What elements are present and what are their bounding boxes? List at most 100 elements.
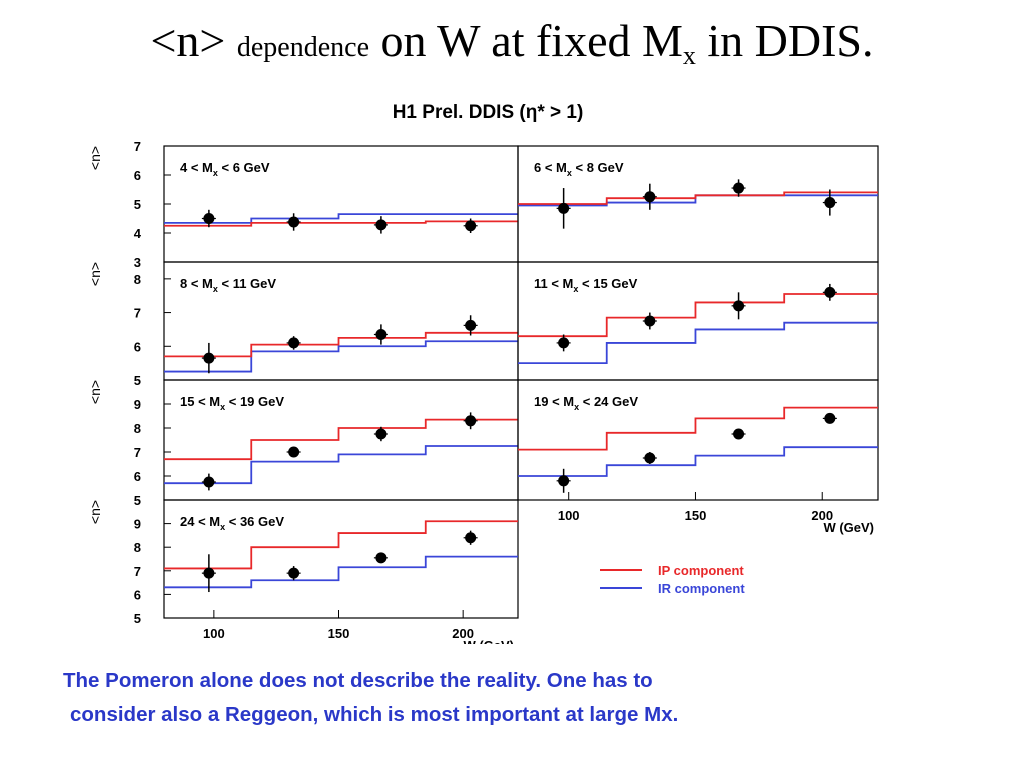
panel-label: 4 < Mx < 6 GeV [180, 160, 270, 178]
ir-component-line [164, 445, 518, 485]
data-point-2 [644, 315, 656, 327]
data-point-2 [288, 567, 300, 579]
data-point-3 [375, 328, 387, 340]
chart-panel-3: 8 < Mx < 11 GeV 5 6 7 8 <n> [87, 261, 519, 388]
chart-title: H1 Prel. DDIS (η* > 1) [393, 102, 584, 123]
panel-label-subscript: x [220, 402, 225, 412]
y-tick-label: 5 [134, 197, 141, 212]
panel-label-text: 24 < M [180, 514, 220, 529]
panel-label-text: < 8 GeV [572, 160, 624, 175]
ir-component-line [518, 446, 878, 477]
panel-label-text: 15 < M [180, 394, 220, 409]
data-point-4 [465, 319, 477, 331]
chart-panel-1: 4 < Mx < 6 GeV 3 4 5 6 7 <n> [87, 139, 519, 270]
y-tick-label: 8 [134, 272, 141, 287]
data-point-4 [465, 532, 477, 544]
caption-line-2: consider also a Reggeon, which is most i… [70, 703, 679, 726]
x-tick-label: 200 [452, 626, 474, 641]
x-tick-label: 100 [558, 508, 580, 523]
y-tick-label: 5 [134, 611, 141, 626]
panel-label-text: < 11 GeV [218, 276, 277, 291]
y-tick-label: 9 [134, 397, 141, 412]
data-point-3 [733, 428, 745, 440]
data-point-1 [558, 475, 570, 487]
y-axis-label: <n> [87, 380, 103, 404]
y-tick-label: 5 [134, 493, 141, 508]
caption-line-1: The Pomeron alone does not describe the … [63, 669, 653, 692]
ip-component-line [164, 220, 518, 227]
x-tick-label: 100 [203, 626, 225, 641]
data-point-2 [644, 191, 656, 203]
ip-component-line [518, 406, 878, 451]
title-part-3: on W at fixed M [380, 15, 683, 66]
y-tick-label: 7 [134, 306, 141, 321]
ip-component-line [164, 418, 518, 461]
y-tick-label: 5 [134, 373, 141, 388]
y-tick-label: 6 [134, 469, 141, 484]
chart-panel-6: 19 < Mx < 24 GeV [517, 379, 879, 501]
panel-label: 15 < Mx < 19 GeV [180, 394, 284, 412]
panel-label-text: 4 < M [180, 160, 213, 175]
y-axis-label: <n> [87, 146, 103, 170]
panel-label: 8 < Mx < 11 GeV [180, 276, 276, 294]
ir-component-line [518, 321, 878, 365]
title-subscript: x [682, 41, 696, 70]
y-tick-label: 7 [134, 445, 141, 460]
data-point-1 [558, 202, 570, 214]
chart-figure: H1 Prel. DDIS (η* > 1) 4 < Mx < 6 GeV 3 4 5 6… [60, 88, 890, 644]
y-tick-label: 7 [134, 564, 141, 579]
panel-label-subscript: x [573, 284, 578, 294]
data-point-4 [465, 415, 477, 427]
data-point-2 [644, 452, 656, 464]
x-tick-label: 200 [811, 508, 833, 523]
y-tick-label: 8 [134, 421, 141, 436]
chart-panel-7: 24 < Mx < 36 GeV 5 6 7 8 9 <n> [87, 499, 519, 626]
data-point-4 [824, 286, 836, 298]
panel-label-text: < 6 GeV [218, 160, 270, 175]
panel-label: 11 < Mx < 15 GeV [534, 276, 638, 294]
ip-component-line [518, 293, 878, 338]
panel-label-text: 6 < M [534, 160, 567, 175]
data-point-3 [733, 182, 745, 194]
x-axis-label: W (GeV) [463, 638, 514, 644]
panel-label-subscript: x [213, 168, 218, 178]
ip-component-line [164, 520, 518, 570]
panel-label-text: < 24 GeV [579, 394, 638, 409]
y-tick-label: 9 [134, 517, 141, 532]
y-tick-label: 8 [134, 540, 141, 555]
data-point-4 [465, 220, 477, 232]
y-tick-label: 4 [134, 226, 142, 241]
panel-label-subscript: x [567, 168, 572, 178]
ip-component-line [164, 331, 518, 358]
title-part-4: in DDIS. [707, 15, 874, 66]
panel-frame [163, 499, 519, 619]
data-point-1 [558, 337, 570, 349]
y-tick-label: 7 [134, 139, 141, 154]
chart-svg: H1 Prel. DDIS (η* > 1)4 < Mx < 6 GeV3456… [87, 102, 879, 644]
ir-component-line [164, 340, 518, 373]
data-point-3 [375, 428, 387, 440]
legend-label-1: IP component [658, 563, 744, 578]
panel-label-text: < 15 GeV [578, 276, 637, 291]
ir-component-line [164, 555, 518, 589]
chart-legend: IP component IR component [600, 563, 745, 596]
y-tick-label: 6 [134, 339, 141, 354]
panel-label-subscript: x [220, 522, 225, 532]
data-point-2 [288, 337, 300, 349]
panel-label-text: < 19 GeV [225, 394, 284, 409]
data-point-1 [203, 567, 215, 579]
x-tick-label: 150 [685, 508, 707, 523]
panel-label-subscript: x [213, 284, 218, 294]
y-tick-label: 3 [134, 255, 141, 270]
panel-label-text: 19 < M [534, 394, 574, 409]
panel-label: 6 < Mx < 8 GeV [534, 160, 624, 178]
y-axis-label: <n> [87, 500, 103, 524]
panel-frame [517, 379, 879, 501]
ip-component-line [518, 191, 878, 205]
data-point-3 [375, 219, 387, 231]
title-part-1: <n> [150, 15, 226, 66]
panel-label-text: 8 < M [180, 276, 213, 291]
y-axis-label: <n> [87, 262, 103, 286]
data-point-2 [288, 446, 300, 458]
